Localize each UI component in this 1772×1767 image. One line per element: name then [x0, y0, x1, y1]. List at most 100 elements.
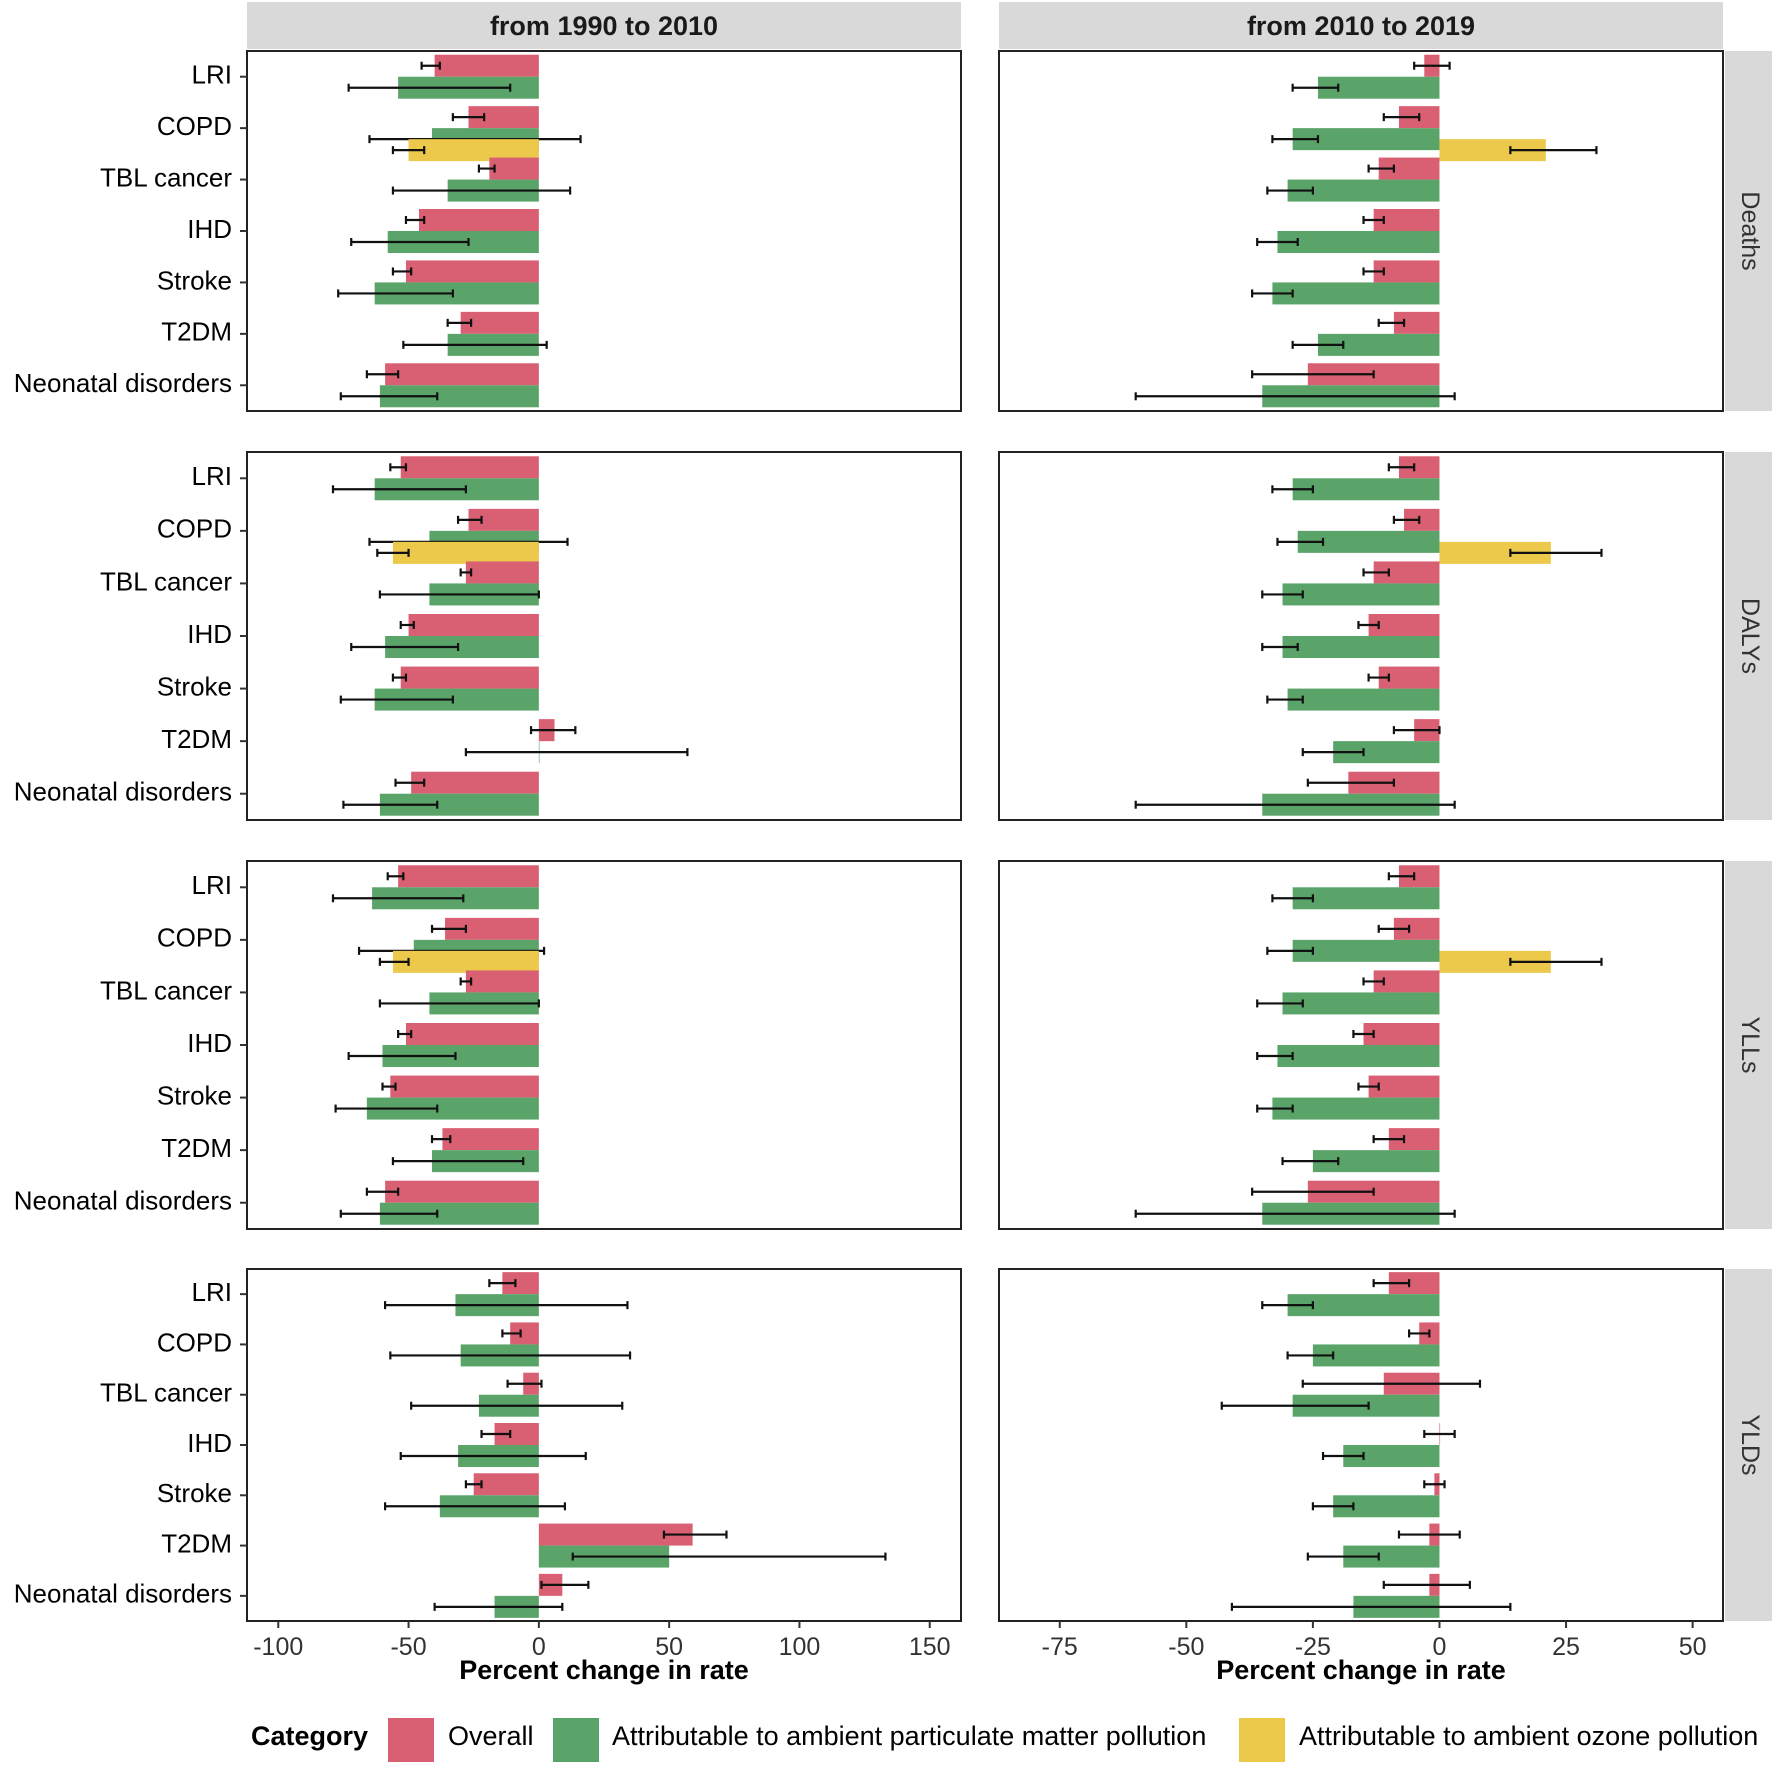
bar-dalys-2-stroke-pm — [1287, 688, 1440, 711]
bar-dalys-1-neonatal-disorders-pm — [379, 793, 539, 816]
x-tick-label-1-4: 100 — [779, 1633, 821, 1661]
bar-ylls-2-ihd-pm — [1277, 1045, 1440, 1067]
x-tick-label-1-5: 150 — [909, 1633, 951, 1661]
panel-bg-dalys-1 — [247, 452, 961, 820]
legend-key-pm — [553, 1718, 599, 1762]
bar-dalys-2-ihd-pm — [1282, 636, 1440, 658]
y-tick-label-ylls-lri: LRI — [192, 870, 232, 900]
panel-border-ylls-2 — [998, 860, 1724, 1230]
bar-deaths-2-tbl-cancer-overall — [1378, 157, 1440, 180]
y-tick-label-dalys-ihd: IHD — [187, 619, 232, 649]
bar-deaths-2-t2dm-pm — [1317, 333, 1440, 356]
legend-label-overall: Overall — [448, 1721, 534, 1751]
y-tick-label-ylds-tbl-cancer: TBL cancer — [100, 1378, 232, 1408]
bar-ylls-2-tbl-cancer-pm — [1282, 992, 1440, 1015]
bar-ylls-1-copd-overall — [445, 917, 539, 940]
bar-dalys-2-copd-overall — [1404, 508, 1440, 531]
bar-dalys-1-copd-ozone — [392, 541, 539, 564]
bar-deaths-1-neonatal-disorders-overall — [385, 363, 539, 386]
panel-border-ylds-2 — [998, 1268, 1724, 1622]
bar-ylls-1-lri-overall — [398, 865, 539, 888]
bar-deaths-2-ihd-overall — [1373, 209, 1440, 231]
bar-ylls-2-copd-ozone — [1439, 950, 1551, 973]
x-tick-label-2-0: -75 — [1042, 1633, 1078, 1661]
panel-bg-deaths-1 — [247, 51, 961, 411]
bar-deaths-2-t2dm-overall — [1393, 311, 1440, 334]
y-tick-label-ylls-ihd: IHD — [187, 1028, 232, 1058]
x-tick-label-2-3: 0 — [1433, 1633, 1447, 1661]
bar-dalys-2-tbl-cancer-pm — [1282, 583, 1440, 606]
bar-dalys-1-neonatal-disorders-overall — [411, 771, 539, 794]
bar-ylls-2-stroke-pm — [1272, 1097, 1440, 1120]
bar-ylds-2-stroke-pm — [1333, 1495, 1440, 1518]
legend-label-ozone: Attributable to ambient ozone pollution — [1299, 1721, 1758, 1751]
row-strip-dalys — [1725, 452, 1772, 820]
legend-title: Category — [251, 1721, 368, 1751]
x-axis-title-1: Percent change in rate — [459, 1655, 749, 1685]
column-strip-2 — [999, 2, 1723, 49]
bar-deaths-1-lri-overall — [434, 54, 539, 77]
y-tick-label-dalys-copd: COPD — [157, 514, 232, 544]
y-tick-label-ylds-stroke: Stroke — [157, 1478, 232, 1508]
y-tick-label-dalys-lri: LRI — [192, 461, 232, 491]
bar-dalys-2-lri-overall — [1398, 456, 1440, 479]
row-strip-ylls — [1725, 861, 1772, 1229]
y-tick-label-deaths-t2dm: T2DM — [161, 317, 232, 347]
y-tick-label-ylds-t2dm: T2DM — [161, 1528, 232, 1558]
y-tick-label-deaths-stroke: Stroke — [157, 265, 232, 295]
bar-ylls-1-ihd-overall — [405, 1023, 539, 1045]
bar-deaths-1-stroke-overall — [405, 260, 539, 283]
y-tick-label-ylls-neonatal-disorders: Neonatal disorders — [14, 1186, 232, 1216]
bar-deaths-2-stroke-pm — [1272, 282, 1440, 305]
y-tick-label-deaths-neonatal-disorders: Neonatal disorders — [14, 368, 232, 398]
bar-deaths-2-stroke-overall — [1373, 260, 1440, 283]
panel-bg-ylls-1 — [247, 861, 961, 1229]
y-tick-label-ylds-neonatal-disorders: Neonatal disorders — [14, 1579, 232, 1609]
bar-dalys-2-ihd-overall — [1368, 614, 1440, 636]
x-tick-label-2-4: 25 — [1552, 1633, 1580, 1661]
bar-dalys-1-stroke-pm — [374, 688, 539, 711]
panel-bg-ylds-1 — [247, 1269, 961, 1621]
bar-ylls-2-t2dm-pm — [1312, 1150, 1440, 1173]
bar-ylds-2-lri-pm — [1287, 1294, 1440, 1317]
bar-deaths-2-tbl-cancer-pm — [1287, 179, 1440, 202]
bar-ylds-2-copd-pm — [1312, 1344, 1440, 1367]
y-tick-label-dalys-stroke: Stroke — [157, 671, 232, 701]
y-tick-label-ylls-copd: COPD — [157, 923, 232, 953]
bar-deaths-1-ihd-overall — [418, 209, 539, 231]
bar-deaths-2-copd-ozone — [1439, 139, 1546, 162]
bar-dalys-2-stroke-overall — [1378, 666, 1440, 689]
bar-dalys-2-tbl-cancer-overall — [1373, 561, 1440, 584]
bar-deaths-2-ihd-pm — [1277, 231, 1440, 253]
bar-dalys-2-t2dm-pm — [1333, 741, 1440, 764]
bar-ylls-1-stroke-overall — [390, 1075, 539, 1098]
bar-ylls-2-tbl-cancer-overall — [1373, 970, 1440, 993]
legend-key-ozone — [1239, 1718, 1285, 1762]
bar-deaths-2-copd-pm — [1292, 128, 1440, 151]
y-tick-label-dalys-t2dm: T2DM — [161, 724, 232, 754]
bar-ylds-2-t2dm-pm — [1343, 1545, 1440, 1568]
y-tick-label-ylls-stroke: Stroke — [157, 1080, 232, 1110]
x-tick-label-2-2: -25 — [1295, 1633, 1331, 1661]
bar-ylds-1-lri-overall — [502, 1272, 539, 1295]
row-strip-title-ylls: YLLs — [1736, 1017, 1764, 1074]
bar-ylls-1-t2dm-overall — [442, 1128, 539, 1151]
row-strip-title-dalys: DALYs — [1736, 598, 1764, 674]
x-tick-label-2-1: -50 — [1168, 1633, 1204, 1661]
bar-deaths-1-copd-overall — [468, 106, 539, 129]
bar-deaths-1-t2dm-overall — [460, 311, 539, 334]
bar-ylls-2-copd-overall — [1393, 917, 1440, 940]
bar-dalys-1-ihd-overall — [408, 614, 539, 636]
bar-dalys-2-copd-ozone — [1439, 541, 1551, 564]
bar-deaths-1-tbl-cancer-overall — [489, 157, 539, 180]
x-tick-label-2-5: 50 — [1679, 1633, 1707, 1661]
row-strip-deaths — [1725, 51, 1772, 411]
bar-ylls-1-stroke-pm — [366, 1097, 539, 1120]
column-strip-title-2: from 2010 to 2019 — [1247, 11, 1475, 41]
y-tick-label-ylds-copd: COPD — [157, 1327, 232, 1357]
row-strip-ylds — [1725, 1269, 1772, 1621]
bar-ylds-2-ihd-pm — [1343, 1445, 1440, 1467]
bar-ylds-1-stroke-overall — [473, 1473, 539, 1496]
bar-deaths-1-stroke-pm — [374, 282, 539, 305]
bar-dalys-1-stroke-overall — [400, 666, 539, 689]
